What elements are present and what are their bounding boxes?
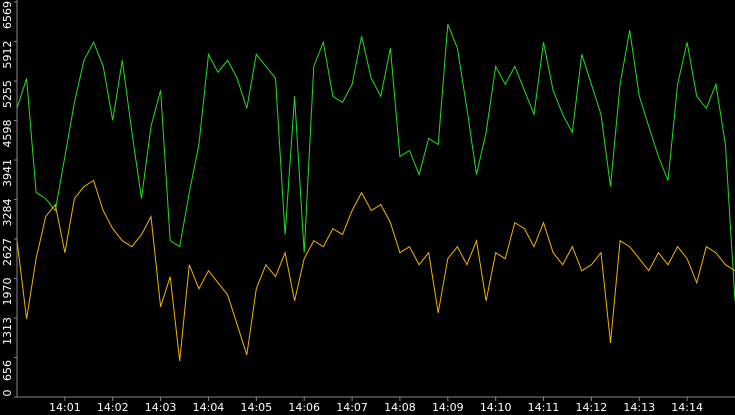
y-tick-label: 0	[1, 390, 14, 397]
x-tick-label: 14:14	[671, 401, 703, 414]
series-line	[16, 24, 735, 301]
x-tick-label: 14:03	[145, 401, 177, 414]
y-tick-label: 1313	[1, 317, 14, 345]
y-tick-label: 656	[1, 360, 14, 381]
x-tick-label: 14:10	[480, 401, 512, 414]
x-tick-label: 14:09	[432, 401, 464, 414]
y-tick-label: 4598	[1, 120, 14, 148]
x-tick-label: 14:01	[49, 401, 81, 414]
series-line	[16, 179, 735, 361]
y-tick-label: 5255	[1, 80, 14, 108]
y-tick-label: 1970	[1, 278, 14, 306]
y-tick-label: 6569	[1, 1, 14, 29]
x-tick-label: 14:05	[240, 401, 272, 414]
x-tick-label: 14:11	[528, 401, 560, 414]
x-tick-label: 14:07	[336, 401, 368, 414]
x-tick-label: 14:13	[623, 401, 655, 414]
x-tick-label: 14:12	[576, 401, 608, 414]
x-tick-label: 14:08	[384, 401, 416, 414]
y-tick-label: 3284	[1, 199, 14, 227]
y-tick-label: 3941	[1, 159, 14, 187]
x-tick-label: 14:06	[288, 401, 320, 414]
y-tick-label: 5912	[1, 41, 14, 69]
x-tick-label: 14:02	[97, 401, 129, 414]
x-tick-label: 14:04	[193, 401, 225, 414]
y-tick-label: 2627	[1, 238, 14, 266]
